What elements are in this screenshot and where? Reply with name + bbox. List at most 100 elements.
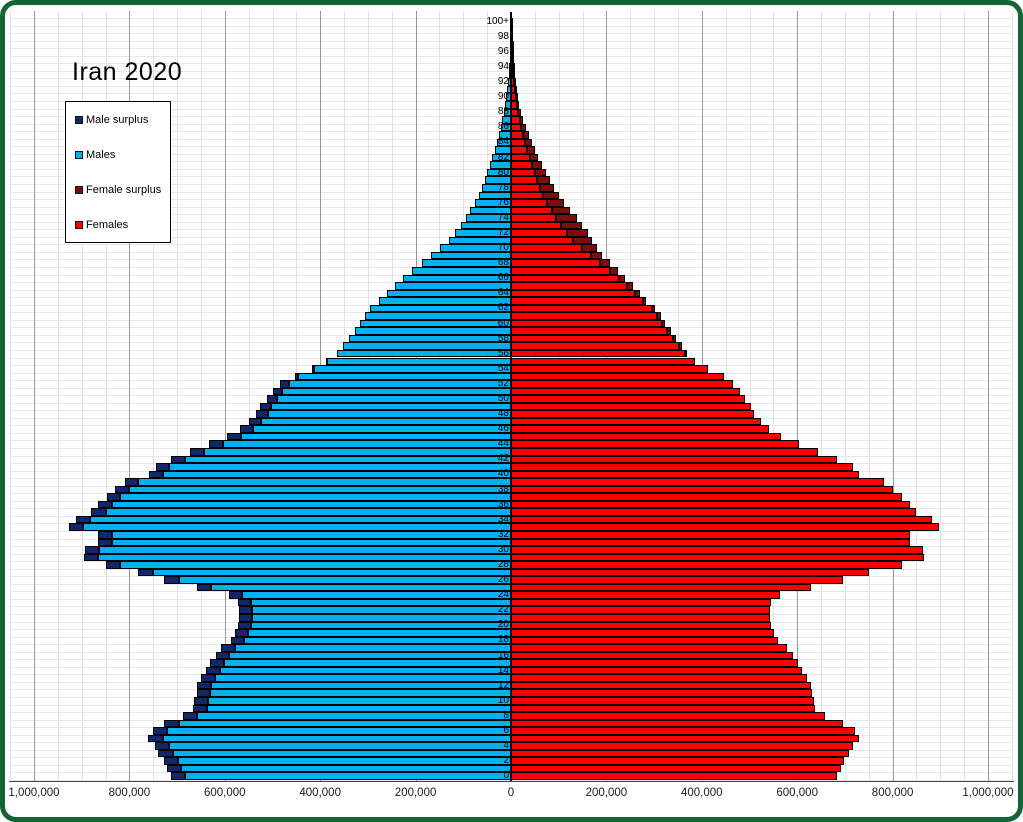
bar-female-age-77 bbox=[511, 191, 544, 200]
bar-male-age-1 bbox=[181, 764, 511, 773]
bar-female-age-69 bbox=[511, 251, 592, 260]
bar-female-surplus-age-75 bbox=[551, 206, 571, 215]
age-tick-label-2: 2 bbox=[503, 755, 509, 767]
x-tick-label-200000: 200,000 bbox=[585, 787, 628, 799]
bar-female-surplus-age-66 bbox=[618, 274, 625, 283]
gridline-minor bbox=[10, 11, 12, 781]
bar-female-age-31 bbox=[511, 538, 910, 547]
bar-male-age-57 bbox=[343, 342, 511, 350]
bar-male-age-39 bbox=[137, 478, 511, 486]
bar-male-surplus-age-3 bbox=[158, 749, 173, 758]
bar-male-surplus-age-0 bbox=[170, 772, 186, 780]
bar-male-surplus-age-18 bbox=[230, 636, 244, 645]
bar-male-age-69 bbox=[430, 251, 511, 260]
bar-female-surplus-age-100 bbox=[511, 18, 514, 26]
bar-male-surplus-age-15 bbox=[210, 659, 224, 667]
bar-female-age-75 bbox=[511, 206, 552, 215]
bar-female-surplus-age-88 bbox=[518, 108, 521, 117]
bar-female-age-43 bbox=[511, 448, 819, 456]
bar-male-surplus-age-35 bbox=[91, 508, 106, 516]
bar-female-age-84 bbox=[511, 138, 525, 147]
bar-male-age-85 bbox=[499, 131, 511, 139]
bar-female-age-47 bbox=[511, 417, 761, 426]
bar-female-age-17 bbox=[511, 644, 788, 652]
bar-male-age-83 bbox=[494, 146, 511, 154]
age-tick-label-48: 48 bbox=[497, 408, 509, 420]
bar-female-age-87 bbox=[511, 116, 520, 124]
bar-female-age-14 bbox=[511, 666, 803, 675]
bar-female-age-7 bbox=[511, 719, 844, 728]
bar-female-age-90 bbox=[511, 93, 516, 101]
bar-male-age-41 bbox=[169, 463, 511, 471]
bar-male-age-11 bbox=[210, 689, 511, 697]
bar-female-age-16 bbox=[511, 651, 793, 660]
legend-swatch-females bbox=[75, 221, 83, 229]
bar-male-age-49 bbox=[271, 402, 511, 411]
age-tick-label-56: 56 bbox=[497, 347, 509, 359]
bar-male-age-54 bbox=[313, 365, 511, 373]
bar-female-age-42 bbox=[511, 455, 837, 464]
bar-male-age-55 bbox=[326, 357, 511, 366]
bar-male-age-82 bbox=[492, 153, 511, 162]
bar-female-surplus-age-62 bbox=[651, 304, 656, 313]
bar-male-age-53 bbox=[297, 372, 511, 381]
bar-female-surplus-age-72 bbox=[566, 229, 588, 237]
bar-male-surplus-age-38 bbox=[115, 485, 129, 494]
bar-female-age-32 bbox=[511, 531, 910, 539]
bar-male-surplus-age-23 bbox=[237, 598, 251, 607]
age-tick-label-4: 4 bbox=[503, 740, 509, 752]
bar-female-age-88 bbox=[511, 108, 519, 117]
bar-male-age-26 bbox=[178, 576, 511, 584]
bar-male-age-78 bbox=[481, 183, 511, 192]
bar-male-age-63 bbox=[379, 297, 511, 305]
age-tick-label-66: 66 bbox=[497, 272, 509, 284]
bar-female-age-2 bbox=[511, 757, 844, 765]
age-tick-label-62: 62 bbox=[497, 302, 509, 314]
age-tick-label-26: 26 bbox=[497, 574, 509, 586]
bar-female-age-57 bbox=[511, 342, 679, 350]
bar-female-surplus-age-85 bbox=[522, 131, 529, 139]
bar-female-age-29 bbox=[511, 553, 925, 562]
age-tick-label-98: 98 bbox=[497, 30, 509, 42]
bar-male-age-46 bbox=[252, 425, 511, 433]
bar-female-surplus-age-61 bbox=[656, 312, 661, 320]
bar-female-age-40 bbox=[511, 470, 860, 479]
bar-male-age-75 bbox=[470, 206, 511, 215]
gridline-minor bbox=[248, 11, 250, 781]
bar-female-age-89 bbox=[511, 100, 517, 109]
age-tick-label-38: 38 bbox=[497, 483, 509, 495]
bar-female-surplus-age-76 bbox=[547, 199, 565, 207]
bar-male-surplus-age-34 bbox=[75, 515, 91, 524]
legend-swatch-males bbox=[75, 151, 83, 159]
gridline-major bbox=[892, 11, 894, 781]
bar-male-surplus-age-28 bbox=[106, 561, 121, 569]
bar-male-surplus-age-7 bbox=[164, 719, 179, 728]
bar-female-age-38 bbox=[511, 485, 894, 494]
bar-male-surplus-age-50 bbox=[266, 395, 278, 403]
legend-swatch-female-surplus bbox=[75, 186, 83, 194]
bar-male-surplus-age-33 bbox=[68, 523, 84, 532]
bar-female-age-44 bbox=[511, 440, 800, 449]
bar-female-surplus-age-70 bbox=[581, 244, 597, 252]
bar-female-surplus-age-79 bbox=[537, 176, 551, 184]
age-tick-label-82: 82 bbox=[497, 151, 509, 163]
bar-male-surplus-age-36 bbox=[98, 500, 113, 509]
bar-male-age-62 bbox=[370, 304, 511, 313]
bar-male-surplus-age-8 bbox=[182, 712, 198, 720]
age-tick-label-76: 76 bbox=[497, 196, 509, 208]
bar-female-age-5 bbox=[511, 734, 860, 743]
bar-female-age-52 bbox=[511, 380, 734, 388]
bar-female-age-30 bbox=[511, 546, 923, 554]
bar-female-surplus-age-98 bbox=[511, 33, 514, 41]
bar-female-surplus-age-92 bbox=[513, 78, 516, 86]
bar-male-surplus-age-5 bbox=[148, 734, 163, 743]
bar-male-age-35 bbox=[105, 508, 511, 516]
bar-male-age-66 bbox=[403, 274, 511, 283]
bar-male-age-40 bbox=[162, 470, 511, 479]
age-tick-label-64: 64 bbox=[497, 287, 509, 299]
bar-male-surplus-age-45 bbox=[227, 432, 241, 441]
gridline-minor bbox=[57, 11, 59, 781]
gridline-major bbox=[34, 11, 35, 781]
bar-female-age-61 bbox=[511, 312, 657, 320]
chart-title: Iran 2020 bbox=[72, 58, 183, 86]
